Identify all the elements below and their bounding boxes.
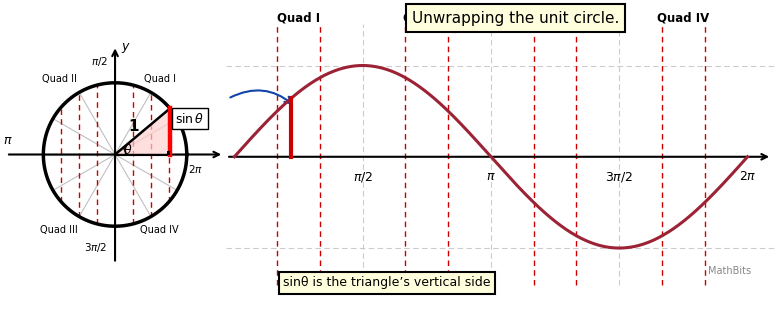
Text: $y$: $y$ [121, 41, 130, 55]
Polygon shape [115, 108, 170, 154]
Text: $\pi$: $\pi$ [486, 171, 496, 184]
Text: Quad II: Quad II [403, 11, 451, 24]
Text: Quad I: Quad I [144, 74, 176, 84]
Text: $2\pi$: $2\pi$ [188, 163, 203, 175]
Polygon shape [167, 151, 170, 154]
Text: $\pi/2$: $\pi/2$ [91, 55, 108, 68]
Text: Quad IV: Quad IV [140, 225, 179, 235]
Text: MathBits: MathBits [708, 266, 752, 276]
Text: $\sin\theta$: $\sin\theta$ [176, 112, 204, 125]
Text: $\mathbf{1}$: $\mathbf{1}$ [128, 118, 140, 134]
Text: $\theta$: $\theta$ [123, 143, 133, 157]
Text: $\pi$: $\pi$ [2, 134, 12, 147]
Text: Quad II: Quad II [41, 74, 76, 84]
Text: Quad III: Quad III [41, 225, 78, 235]
Text: Quad IV: Quad IV [658, 11, 710, 24]
Text: $\pi/2$: $\pi/2$ [353, 171, 373, 184]
Text: sinθ is the triangle’s vertical side: sinθ is the triangle’s vertical side [283, 276, 491, 289]
Text: Quad I: Quad I [277, 11, 320, 24]
Text: $3\pi/2$: $3\pi/2$ [84, 241, 108, 254]
Text: Quad III: Quad III [529, 11, 581, 24]
Text: Unwrapping the unit circle.: Unwrapping the unit circle. [412, 11, 619, 26]
Text: $3\pi/2$: $3\pi/2$ [605, 171, 633, 184]
Text: $2\pi$: $2\pi$ [739, 171, 757, 184]
